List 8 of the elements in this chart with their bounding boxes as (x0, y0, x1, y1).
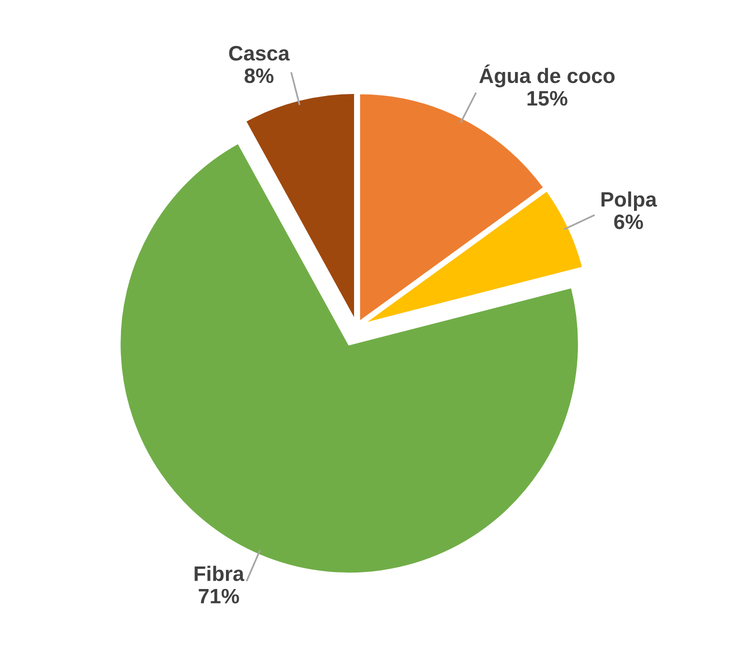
slice-label: Água de coco (479, 64, 615, 88)
slice-label: Casca (229, 46, 290, 61)
data-label: 15% (528, 91, 568, 106)
slice-label: Fibra (194, 566, 244, 582)
data-label: 8% (244, 68, 274, 84)
data-label: 6% (614, 214, 644, 230)
data-label: 71% (198, 588, 240, 604)
slice-label: Polpa (602, 191, 658, 211)
